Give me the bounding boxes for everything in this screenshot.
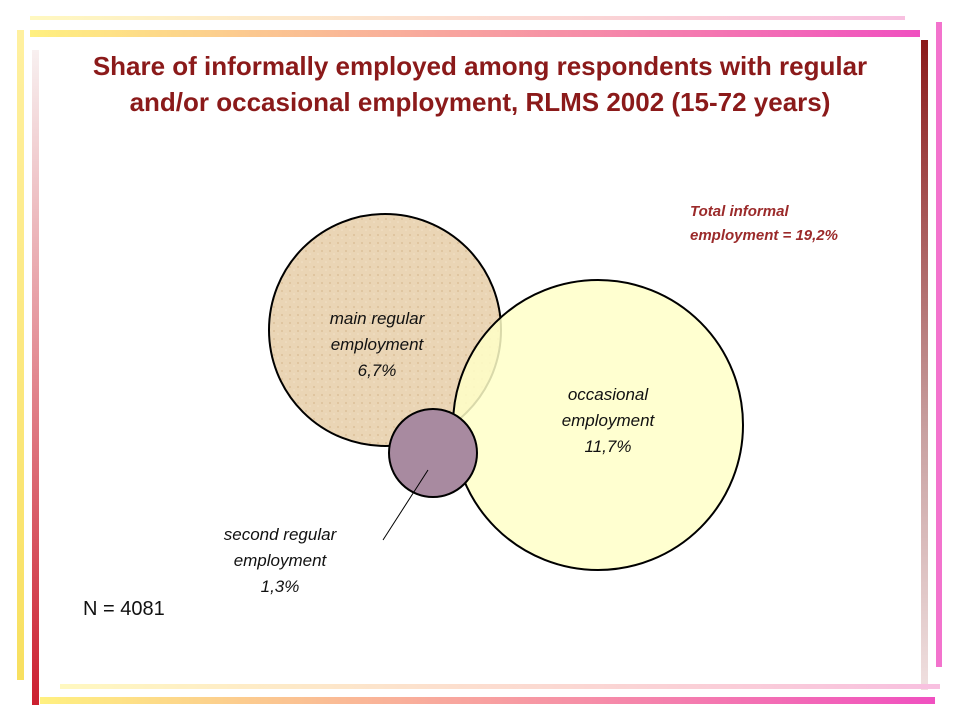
title: Share of informally employed among respo…: [92, 51, 868, 117]
note: Total informal employment = 19,2%: [690, 203, 838, 244]
circle-second: [388, 408, 478, 498]
bottom-line: [60, 684, 940, 689]
top-line: [30, 16, 905, 20]
bottom-bar: [40, 697, 935, 704]
right-bar: [921, 40, 928, 690]
node-label: second regular employment 1,3%: [223, 525, 337, 596]
right-bar: [936, 22, 942, 667]
top-bar: [30, 30, 920, 37]
left-bar: [32, 50, 39, 705]
sample-size: N = 4081: [83, 598, 165, 620]
node-label: main regular employment 6,7%: [329, 309, 425, 380]
left-bar: [17, 30, 24, 680]
node-label: occasional employment 11,7%: [561, 385, 655, 456]
leader-line: [382, 469, 429, 541]
